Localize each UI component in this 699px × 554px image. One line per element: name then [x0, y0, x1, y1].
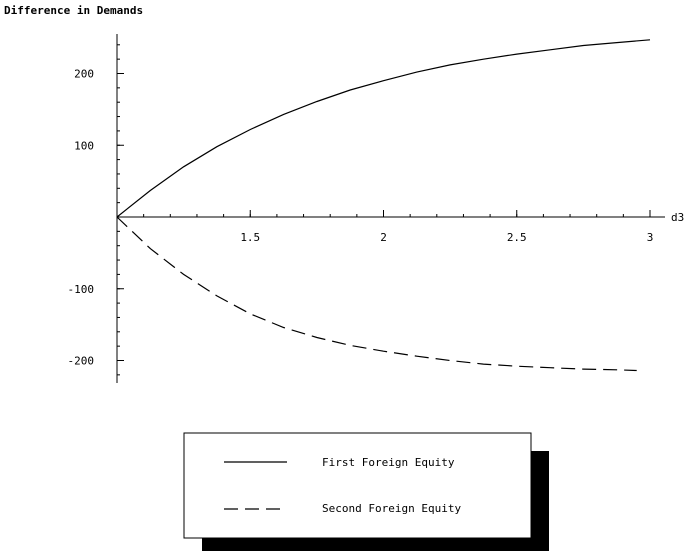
series-line-second-foreign-equity	[116, 216, 637, 372]
x-tick-label: 2.5	[507, 231, 527, 244]
y-tick-label: 100	[74, 139, 94, 152]
legend-label-first-foreign-equity: First Foreign Equity	[322, 456, 455, 469]
y-tick-label: -100	[68, 283, 95, 296]
legend: First Foreign Equity Second Foreign Equi…	[183, 432, 549, 551]
y-ticks: 200 100 -100 -200	[68, 68, 124, 368]
x-ticks: 1.5 2 2.5 3	[240, 210, 653, 244]
x-tick-label: 3	[647, 231, 654, 244]
y-tick-label: 200	[74, 68, 94, 81]
legend-label-second-foreign-equity: Second Foreign Equity	[322, 502, 461, 515]
legend-box	[183, 432, 532, 539]
y-axis-title: Difference in Demands	[4, 4, 143, 17]
x-tick-label: 2	[380, 231, 387, 244]
series-line-first-foreign-equity	[116, 39, 651, 218]
y-tick-label: -200	[68, 355, 95, 368]
x-tick-label: 1.5	[240, 231, 260, 244]
x-axis-title: d3	[671, 211, 684, 224]
